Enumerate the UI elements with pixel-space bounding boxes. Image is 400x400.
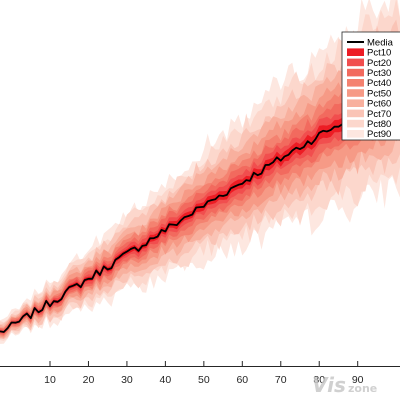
x-ticks: 10 20 30 40 50 60 70 80 90 — [44, 361, 364, 386]
legend-swatch-pct50 — [347, 89, 364, 97]
percentile-bands — [0, 0, 400, 344]
legend-items: MediaPct10Pct20Pct30Pct40Pct50Pct60Pct70… — [347, 37, 394, 140]
watermark-sub: zone — [348, 382, 377, 395]
median-line — [0, 91, 400, 333]
legend-label-pct90: Pct90 — [367, 129, 391, 140]
watermark-logo: Vis — [312, 373, 346, 397]
x-tick-label-10: 10 — [44, 374, 56, 386]
x-tick-label-40: 40 — [160, 374, 172, 386]
legend-label-media: Media — [367, 37, 394, 48]
x-tick-label-70: 70 — [275, 374, 287, 386]
x-tick-label-60: 60 — [236, 374, 248, 386]
x-axis: 10 20 30 40 50 60 70 80 90 — [0, 361, 400, 386]
legend-swatch-pct60 — [347, 99, 364, 107]
legend-label-pct30: Pct30 — [367, 68, 391, 79]
x-tick-label-20: 20 — [83, 374, 95, 386]
legend-swatch-pct80 — [347, 119, 364, 128]
legend: MediaPct10Pct20Pct30Pct40Pct50Pct60Pct70… — [341, 31, 400, 141]
legend-swatch-pct40 — [347, 79, 364, 87]
band-pct10 — [0, 85, 400, 333]
legend-label-pct70: Pct70 — [367, 109, 391, 120]
legend-label-pct20: Pct20 — [367, 58, 391, 69]
legend-label-pct60: Pct60 — [367, 99, 391, 110]
x-tick-label-80: 80 — [313, 374, 325, 386]
legend-swatch-pct70 — [347, 109, 364, 118]
legend-label-pct40: Pct40 — [367, 78, 391, 89]
legend-label-pct50: Pct50 — [367, 88, 391, 99]
x-tick-label-30: 30 — [121, 374, 133, 386]
legend-swatch-pct90 — [347, 130, 364, 138]
legend-swatch-pct20 — [347, 58, 364, 67]
legend-label-pct10: Pct10 — [367, 48, 391, 59]
legend-swatch-pct10 — [347, 48, 364, 56]
legend-label-pct80: Pct80 — [367, 119, 391, 130]
x-tick-label-50: 50 — [198, 374, 210, 386]
watermark: Vis zone — [312, 373, 377, 397]
x-tick-label-90: 90 — [352, 374, 364, 386]
legend-swatch-pct30 — [347, 68, 364, 77]
